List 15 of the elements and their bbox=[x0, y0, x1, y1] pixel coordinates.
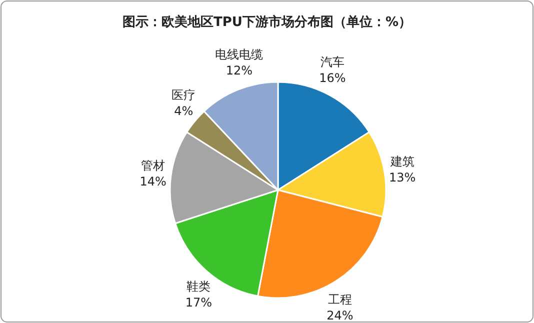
data-label: 4% bbox=[174, 104, 194, 118]
data-label: 16% bbox=[319, 71, 346, 86]
data-label: 13% bbox=[388, 170, 416, 184]
slice-label: 管材 bbox=[141, 158, 166, 173]
slice-label: 医疗 bbox=[172, 88, 196, 102]
slice-label: 工程 bbox=[328, 292, 352, 307]
data-label: 24% bbox=[326, 308, 354, 323]
slice-label: 汽车 bbox=[320, 55, 344, 70]
slice-label: 建筑 bbox=[389, 154, 414, 168]
data-label: 12% bbox=[226, 64, 253, 78]
slice-label: 电线电缆 bbox=[215, 48, 264, 62]
data-label: 17% bbox=[185, 296, 212, 310]
slice-label: 鞋类 bbox=[186, 280, 211, 294]
data-label: 14% bbox=[140, 174, 166, 189]
chart-title: 图示：欧美地区TPU下游市场分布图（单位：%） bbox=[122, 14, 412, 30]
